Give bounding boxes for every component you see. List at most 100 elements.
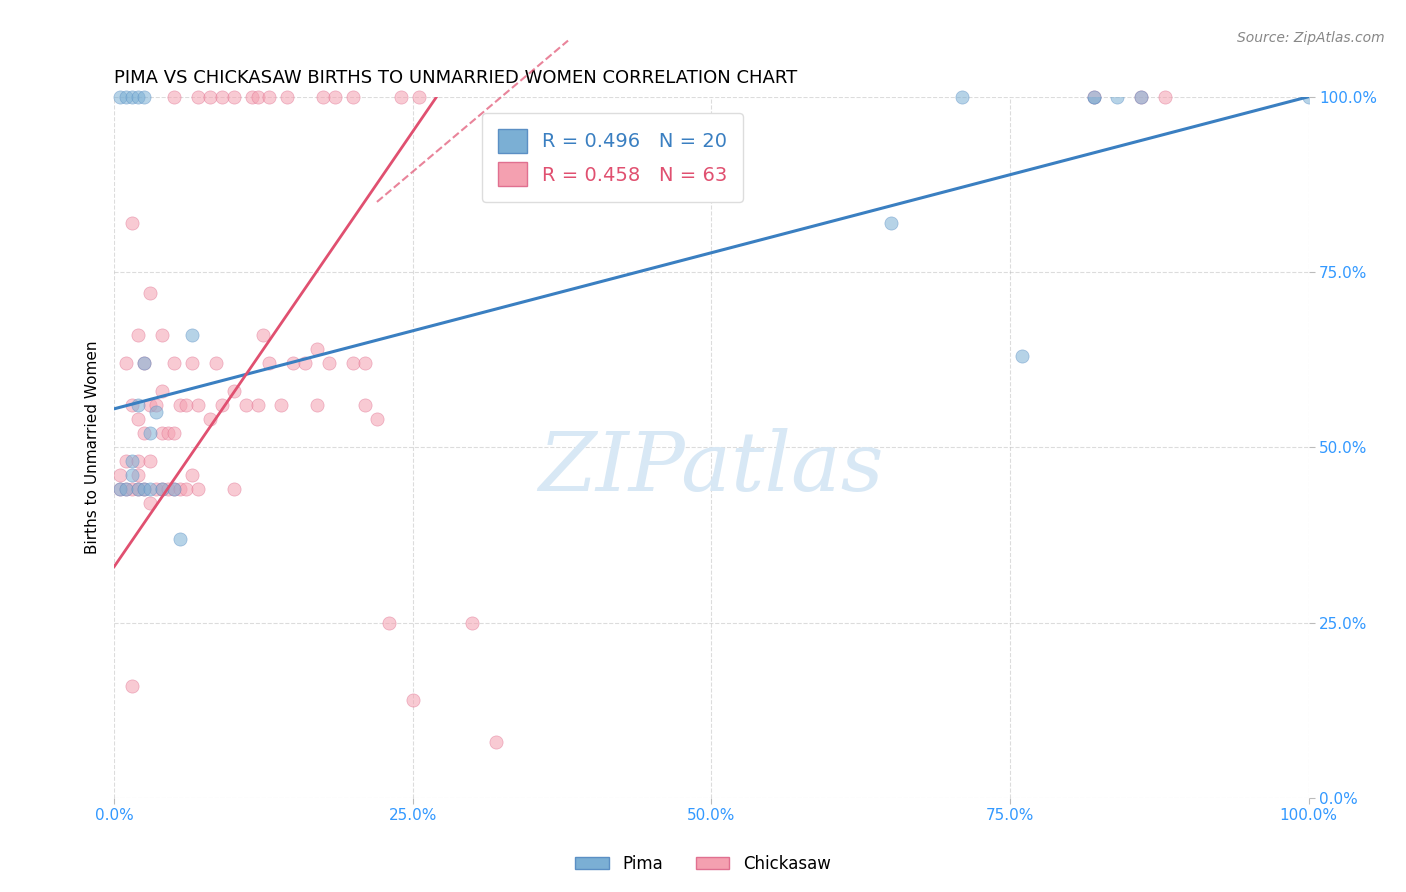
Point xyxy=(259,89,281,103)
Point xyxy=(132,483,155,497)
Point xyxy=(127,483,149,497)
Point xyxy=(115,356,138,370)
Point xyxy=(354,398,377,412)
Point xyxy=(198,412,221,426)
Point xyxy=(121,216,143,230)
Point xyxy=(1083,89,1105,103)
Point xyxy=(145,405,167,419)
Point xyxy=(950,89,973,103)
Point xyxy=(198,89,221,103)
Point xyxy=(139,454,162,468)
Point xyxy=(145,483,167,497)
Text: Source: ZipAtlas.com: Source: ZipAtlas.com xyxy=(1237,31,1385,45)
Point xyxy=(283,356,305,370)
Point xyxy=(252,328,274,343)
Point xyxy=(163,426,186,441)
Point xyxy=(132,426,155,441)
Point xyxy=(240,89,263,103)
Point xyxy=(163,356,186,370)
Point xyxy=(108,483,131,497)
Point xyxy=(121,89,143,103)
Point xyxy=(127,454,149,468)
Point xyxy=(187,483,209,497)
Point xyxy=(132,483,155,497)
Point xyxy=(366,412,388,426)
Point xyxy=(408,89,430,103)
Point xyxy=(174,398,197,412)
Point xyxy=(174,483,197,497)
Point xyxy=(1298,89,1320,103)
Point xyxy=(402,693,425,707)
Point xyxy=(169,398,191,412)
Point xyxy=(150,483,173,497)
Point xyxy=(204,356,226,370)
Point xyxy=(115,483,138,497)
Point xyxy=(1154,89,1177,103)
Point xyxy=(378,615,401,630)
Point xyxy=(121,398,143,412)
Point xyxy=(108,468,131,483)
Point xyxy=(121,483,143,497)
Point xyxy=(312,89,335,103)
Point xyxy=(150,384,173,399)
Point xyxy=(150,328,173,343)
Point xyxy=(115,89,138,103)
Point xyxy=(1083,89,1105,103)
Point xyxy=(127,328,149,343)
Point xyxy=(127,398,149,412)
Point xyxy=(222,89,245,103)
Point xyxy=(235,398,257,412)
Point xyxy=(169,483,191,497)
Point xyxy=(127,468,149,483)
Text: ZIPatlas: ZIPatlas xyxy=(538,428,884,508)
Point xyxy=(389,89,412,103)
Point xyxy=(139,426,162,441)
Legend: Pima, Chickasaw: Pima, Chickasaw xyxy=(568,848,838,880)
Point xyxy=(139,483,162,497)
Point xyxy=(115,483,138,497)
Point xyxy=(211,398,233,412)
Point xyxy=(187,398,209,412)
Point xyxy=(139,496,162,510)
Point xyxy=(1130,89,1153,103)
Point xyxy=(342,89,364,103)
Point xyxy=(121,679,143,693)
Point xyxy=(121,468,143,483)
Point xyxy=(1011,349,1033,363)
Point xyxy=(1130,89,1153,103)
Point xyxy=(879,216,901,230)
Point xyxy=(307,342,329,356)
Point xyxy=(127,89,149,103)
Point xyxy=(132,356,155,370)
Point xyxy=(169,532,191,546)
Point xyxy=(246,89,269,103)
Point xyxy=(318,356,340,370)
Y-axis label: Births to Unmarried Women: Births to Unmarried Women xyxy=(86,341,100,554)
Point xyxy=(180,328,202,343)
Point xyxy=(270,398,292,412)
Point xyxy=(307,398,329,412)
Point xyxy=(342,356,364,370)
Point xyxy=(163,89,186,103)
Point xyxy=(150,483,173,497)
Point xyxy=(222,483,245,497)
Point xyxy=(163,483,186,497)
Point xyxy=(276,89,298,103)
Point xyxy=(139,286,162,301)
Point xyxy=(485,735,508,749)
Point xyxy=(127,483,149,497)
Point xyxy=(211,89,233,103)
Point xyxy=(121,454,143,468)
Point xyxy=(1083,89,1105,103)
Point xyxy=(222,384,245,399)
Point xyxy=(132,356,155,370)
Point xyxy=(139,398,162,412)
Point xyxy=(180,468,202,483)
Point xyxy=(187,89,209,103)
Point xyxy=(323,89,346,103)
Text: PIMA VS CHICKASAW BIRTHS TO UNMARRIED WOMEN CORRELATION CHART: PIMA VS CHICKASAW BIRTHS TO UNMARRIED WO… xyxy=(114,69,797,87)
Point xyxy=(294,356,316,370)
Point xyxy=(461,615,484,630)
Point xyxy=(132,89,155,103)
Point xyxy=(108,483,131,497)
